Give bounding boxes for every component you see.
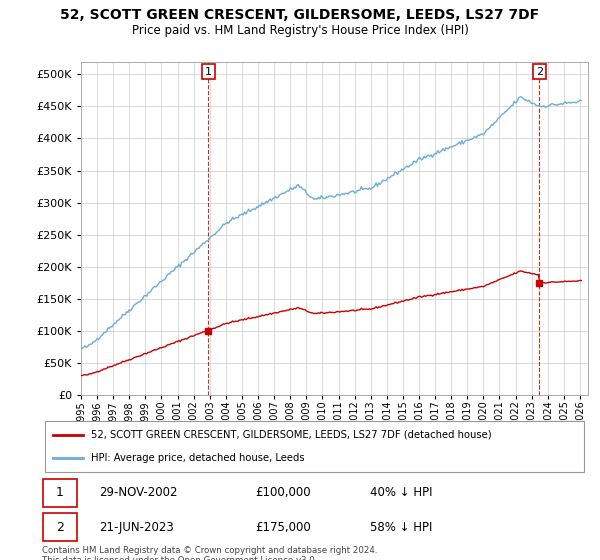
Text: 52, SCOTT GREEN CRESCENT, GILDERSOME, LEEDS, LS27 7DF: 52, SCOTT GREEN CRESCENT, GILDERSOME, LE… <box>61 8 539 22</box>
Text: HPI: Average price, detached house, Leeds: HPI: Average price, detached house, Leed… <box>91 453 305 463</box>
FancyBboxPatch shape <box>43 479 77 507</box>
FancyBboxPatch shape <box>45 421 584 472</box>
Text: £100,000: £100,000 <box>255 487 311 500</box>
Text: Contains HM Land Registry data © Crown copyright and database right 2024.
This d: Contains HM Land Registry data © Crown c… <box>42 546 377 560</box>
Text: 1: 1 <box>56 487 64 500</box>
FancyBboxPatch shape <box>43 513 77 542</box>
Text: 1: 1 <box>205 67 212 77</box>
Text: 29-NOV-2002: 29-NOV-2002 <box>100 487 178 500</box>
Text: £175,000: £175,000 <box>255 521 311 534</box>
Text: 40% ↓ HPI: 40% ↓ HPI <box>370 487 432 500</box>
Text: 2: 2 <box>536 67 543 77</box>
Text: Price paid vs. HM Land Registry's House Price Index (HPI): Price paid vs. HM Land Registry's House … <box>131 24 469 36</box>
Text: 58% ↓ HPI: 58% ↓ HPI <box>370 521 432 534</box>
Text: 52, SCOTT GREEN CRESCENT, GILDERSOME, LEEDS, LS27 7DF (detached house): 52, SCOTT GREEN CRESCENT, GILDERSOME, LE… <box>91 430 492 440</box>
Text: 21-JUN-2023: 21-JUN-2023 <box>100 521 174 534</box>
Text: 2: 2 <box>56 521 64 534</box>
